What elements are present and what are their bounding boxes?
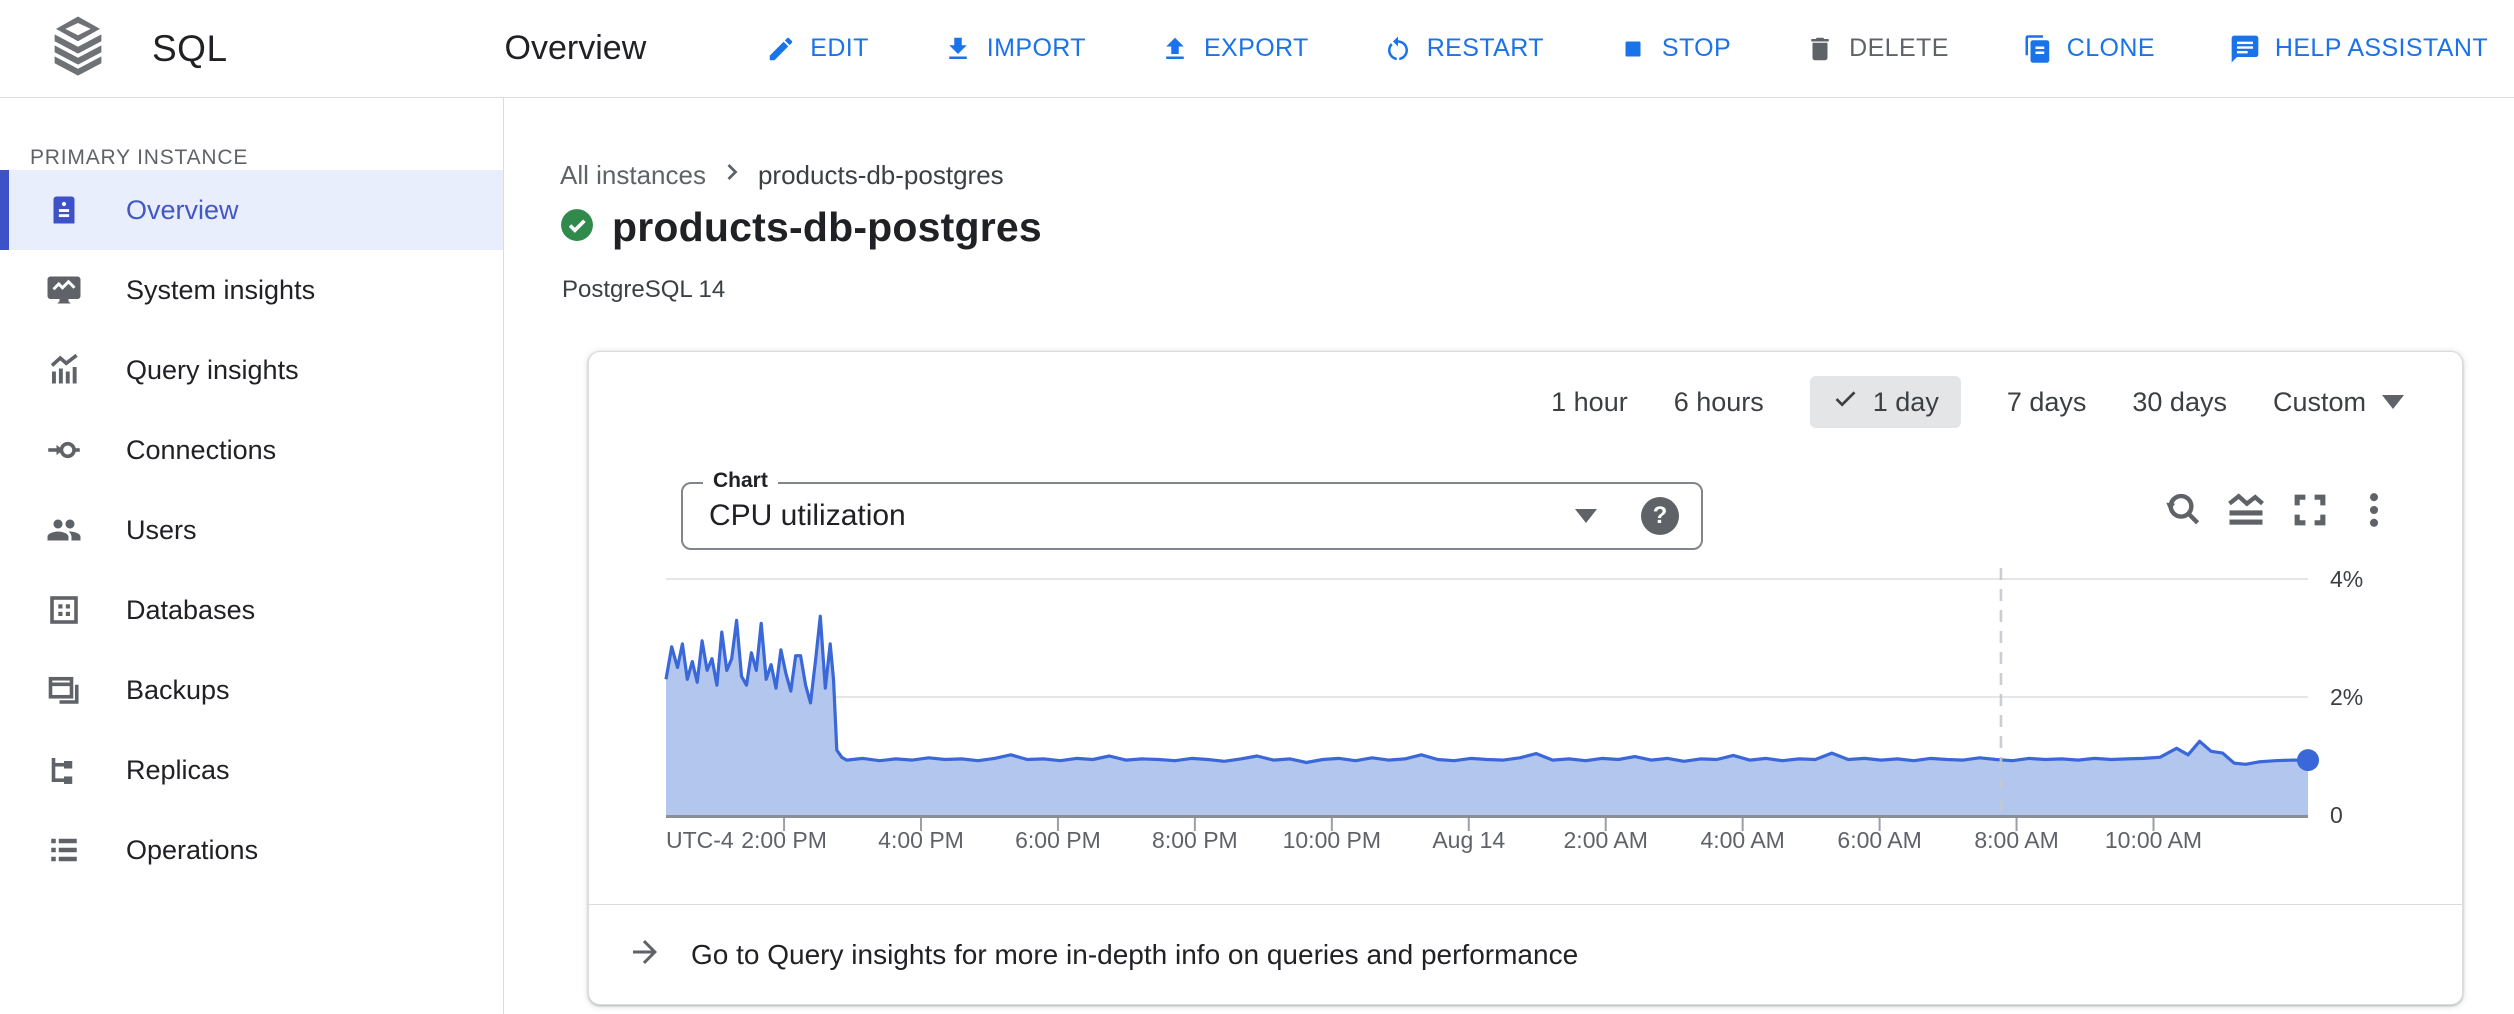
import-button[interactable]: IMPORT <box>943 34 1086 64</box>
svg-text:4:00 PM: 4:00 PM <box>878 827 964 853</box>
breadcrumb-current: products-db-postgres <box>757 160 1004 190</box>
stop-button[interactable]: STOP <box>1618 34 1731 64</box>
sidebar-item-users[interactable]: Users <box>0 490 503 570</box>
backup-windows-icon <box>46 672 82 708</box>
svg-text:2:00 PM: 2:00 PM <box>741 827 827 853</box>
svg-text:0: 0 <box>2330 802 2343 828</box>
svg-text:6:00 AM: 6:00 AM <box>1837 827 1921 853</box>
instance-version: PostgreSQL 14 <box>562 276 726 303</box>
zoom-reset-icon[interactable] <box>2160 488 2204 537</box>
pencil-icon <box>766 34 796 64</box>
chevron-down-icon <box>2382 395 2404 409</box>
instance-overview-icon <box>46 192 82 228</box>
svg-text:8:00 PM: 8:00 PM <box>1152 827 1238 853</box>
tab-7-days[interactable]: 7 days <box>2006 386 2087 417</box>
instance-title-row: products-db-postgres <box>560 204 1042 251</box>
import-download-icon <box>943 34 973 64</box>
instance-name: products-db-postgres <box>612 204 1042 250</box>
copy-clone-icon <box>2023 34 2053 64</box>
svg-text:6:00 PM: 6:00 PM <box>1015 827 1101 853</box>
tab-30-days[interactable]: 30 days <box>2132 386 2227 417</box>
top-bar: SQL Overview EDIT IMPORT <box>0 0 2514 98</box>
help-icon[interactable]: ? <box>1641 497 1679 535</box>
svg-text:UTC-4: UTC-4 <box>666 827 734 853</box>
svg-text:2%: 2% <box>2330 684 2363 710</box>
breadcrumb-all-instances[interactable]: All instances <box>560 160 706 190</box>
metrics-card: 1 hour 6 hours 1 day 7 days 30 days Cust… <box>588 351 2463 1005</box>
trash-icon <box>1805 34 1835 64</box>
page-title: Overview <box>504 29 647 67</box>
chart-metric-select[interactable]: Chart CPU utilization ? <box>681 469 1703 550</box>
export-button[interactable]: EXPORT <box>1160 34 1309 64</box>
chart-select-label: Chart <box>703 469 778 493</box>
restart-button[interactable]: RESTART <box>1383 34 1544 64</box>
area-chart-icon[interactable] <box>2224 488 2268 537</box>
sidebar-item-connections[interactable]: Connections <box>0 410 503 490</box>
sql-database-icon <box>42 13 114 84</box>
sidebar-item-operations[interactable]: Operations <box>0 810 503 890</box>
table-grid-icon <box>46 592 82 628</box>
sidebar-item-query-insights[interactable]: Query insights <box>0 330 503 410</box>
replica-tree-icon <box>46 752 82 788</box>
svg-text:4:00 AM: 4:00 AM <box>1700 827 1784 853</box>
bar-chart-trend-icon <box>46 352 82 388</box>
time-range-tabs: 1 hour 6 hours 1 day 7 days 30 days Cust… <box>1551 376 2404 428</box>
delete-button[interactable]: DELETE <box>1805 34 1949 64</box>
sidebar-item-overview[interactable]: Overview <box>0 170 503 250</box>
monitor-chart-icon <box>46 272 82 308</box>
breadcrumb: All instances products-db-postgres <box>560 158 1004 193</box>
svg-text:2:00 AM: 2:00 AM <box>1564 827 1648 853</box>
people-icon <box>46 512 82 548</box>
tab-6-hours[interactable]: 6 hours <box>1673 386 1764 417</box>
instance-actions: EDIT IMPORT EXPORT <box>766 33 2488 65</box>
sidebar-divider <box>503 0 504 1014</box>
dropdown-arrow-icon <box>1575 509 1597 523</box>
status-healthy-icon <box>560 208 594 247</box>
list-icon <box>46 832 82 868</box>
action-bar: Overview EDIT IMPORT <box>449 0 2514 97</box>
export-upload-icon <box>1160 34 1190 64</box>
chart-toolbar <box>2160 488 2396 537</box>
fullscreen-icon[interactable] <box>2288 488 2332 537</box>
more-options-icon[interactable] <box>2352 488 2396 537</box>
svg-text:8:00 AM: 8:00 AM <box>1974 827 2058 853</box>
sidebar-item-system-insights[interactable]: System insights <box>0 250 503 330</box>
sidebar-item-backups[interactable]: Backups <box>0 650 503 730</box>
tab-custom[interactable]: Custom <box>2273 378 2404 427</box>
chat-assistant-icon <box>2229 33 2261 65</box>
help-assistant-button[interactable]: HELP ASSISTANT <box>2229 33 2488 65</box>
svg-text:10:00 AM: 10:00 AM <box>2105 827 2202 853</box>
product-logo-area: SQL <box>0 0 449 97</box>
cpu-utilization-chart: UTC-4 2:00 PM 4:00 PM 6:00 PM 8:00 PM 10:00 P… <box>664 566 2363 853</box>
product-name: SQL <box>152 27 228 69</box>
arrow-forward-icon <box>627 934 663 975</box>
sidebar: PRIMARY INSTANCE Overview System insight… <box>0 98 503 1014</box>
stop-square-icon <box>1618 34 1648 64</box>
main-content: All instances products-db-postgres produ… <box>504 98 2514 1014</box>
tab-1-hour[interactable]: 1 hour <box>1551 386 1628 417</box>
sidebar-section-label: PRIMARY INSTANCE <box>30 146 249 169</box>
chart-select-value: CPU utilization <box>709 499 906 532</box>
sidebar-item-databases[interactable]: Databases <box>0 570 503 650</box>
edit-button[interactable]: EDIT <box>766 34 869 64</box>
svg-text:4%: 4% <box>2330 566 2363 592</box>
restart-power-icon <box>1383 34 1413 64</box>
svg-text:Aug 14: Aug 14 <box>1432 827 1505 853</box>
clone-button[interactable]: CLONE <box>2023 34 2155 64</box>
tab-1-day[interactable]: 1 day <box>1809 376 1961 428</box>
check-icon <box>1832 385 1859 419</box>
chevron-right-icon <box>718 158 746 193</box>
connection-plug-icon <box>46 432 82 468</box>
query-insights-link[interactable]: Go to Query insights for more in-depth i… <box>589 904 2462 1004</box>
svg-text:10:00 PM: 10:00 PM <box>1283 827 1381 853</box>
sidebar-item-replicas[interactable]: Replicas <box>0 730 503 810</box>
